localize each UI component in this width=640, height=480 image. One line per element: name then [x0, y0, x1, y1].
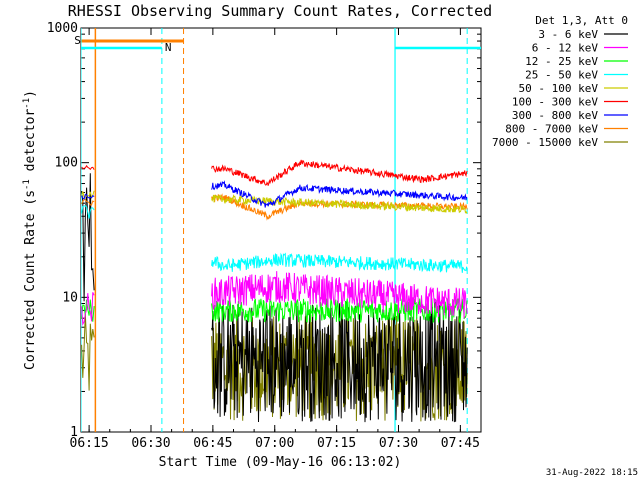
series-line-6-12kev [211, 271, 468, 319]
legend-label-5: 100 - 300 keV [512, 96, 598, 109]
x-tick-label-4: 07:15 [317, 436, 356, 451]
series-line-100-300kev [81, 164, 95, 171]
series-line-25-50kev [211, 252, 468, 273]
x-tick-label-1: 06:30 [131, 436, 170, 451]
series-line-300-800kev [211, 180, 468, 208]
y-axis-label: Corrected Count Rate (s-1 detector-1) [22, 90, 38, 370]
legend-label-7: 800 - 7000 keV [505, 123, 598, 136]
y-tick-label-1: 10 [62, 290, 78, 305]
series-line-3-6kev [81, 173, 95, 302]
series-line-50-100kev [211, 193, 468, 214]
y-tick-label-3: 1000 [47, 21, 78, 36]
y-tick-label-0: 1 [70, 425, 78, 440]
legend-label-2: 12 - 25 keV [525, 55, 598, 68]
x-tick-label-5: 07:30 [379, 436, 418, 451]
legend-label-8: 7000 - 15000 keV [492, 136, 598, 149]
y-tick-label-2: 100 [55, 156, 78, 171]
series-line-25-50kev [81, 204, 95, 219]
series-line-6-12kev [81, 292, 95, 327]
x-tick-label-3: 07:00 [255, 436, 294, 451]
series-line-300-800kev [81, 194, 95, 200]
night-annotation: N [165, 41, 172, 54]
chart-title: RHESSI Observing Summary Count Rates, Co… [68, 2, 492, 20]
saa-annotation: S [74, 34, 81, 47]
x-tick-label-2: 06:45 [193, 436, 232, 451]
x-tick-label-6: 07:45 [441, 436, 480, 451]
legend-title: Det 1,3, Att 0 [535, 14, 628, 27]
series-line-3-6kev [211, 301, 468, 423]
legend-label-4: 50 - 100 keV [519, 82, 599, 95]
footer-timestamp: 31-Aug-2022 18:15 [546, 468, 638, 478]
x-tick-label-0: 06:15 [70, 436, 109, 451]
series-line-100-300kev [211, 159, 468, 186]
x-axis-label: Start Time (09-May-16 06:13:02) [159, 455, 402, 470]
legend-label-1: 6 - 12 keV [532, 42, 599, 55]
legend-label-0: 3 - 6 keV [538, 28, 598, 41]
legend-label-6: 300 - 800 keV [512, 109, 598, 122]
series-line-800-7000kev [81, 199, 95, 206]
legend-label-3: 25 - 50 keV [525, 69, 598, 82]
series-line-7000-15000kev [81, 312, 95, 391]
